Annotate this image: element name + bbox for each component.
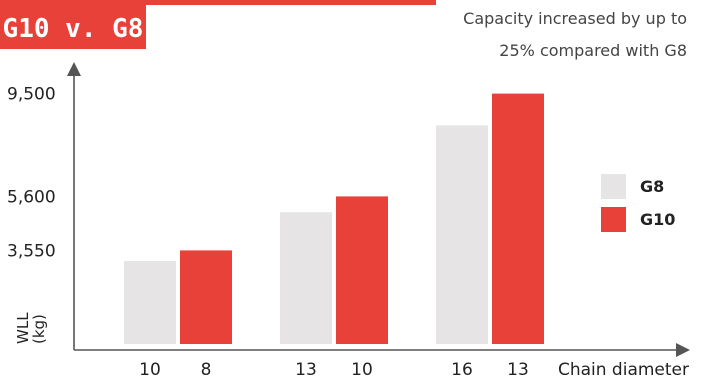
- legend-label-g8: G8: [640, 177, 664, 196]
- bar-g10-1: [336, 196, 388, 344]
- subtitle-line-1: Capacity increased by up to: [463, 9, 687, 28]
- bar-g10-2: [492, 93, 544, 344]
- header-accent-stripe: [0, 0, 436, 5]
- y-axis-label-wll: WLL: [14, 312, 32, 344]
- legend-label-g10: G10: [640, 210, 675, 229]
- bar-g10-0: [180, 250, 232, 344]
- y-axis-label-unit: (kg): [30, 314, 48, 344]
- y-tick-labels: 3,550 5,600 9,500: [7, 85, 56, 262]
- legend-swatch-g10: [601, 207, 626, 232]
- legend-swatch-g8: [601, 174, 626, 199]
- y-tick-label: 9,500: [7, 85, 56, 105]
- x-tick-label-g10: 10: [351, 360, 373, 380]
- y-tick-label: 3,550: [7, 241, 56, 261]
- bars: [124, 93, 544, 344]
- x-axis-arrow-icon: [676, 343, 690, 357]
- title-badge: [0, 5, 146, 49]
- bar-g8-1: [280, 212, 332, 344]
- x-tick-labels: 10 8 13 10 16 13: [139, 360, 529, 380]
- bar-g8-2: [436, 125, 488, 344]
- x-tick-label-g8: 13: [295, 360, 317, 380]
- x-tick-label-g10: 13: [507, 360, 529, 380]
- y-axis-arrow-icon: [67, 62, 81, 76]
- x-tick-label-g10: 8: [201, 360, 212, 380]
- bar-g8-0: [124, 261, 176, 344]
- x-tick-label-g8: 10: [139, 360, 161, 380]
- x-axis-label: Chain diameter: [558, 360, 689, 380]
- y-tick-label: 5,600: [7, 187, 56, 207]
- x-tick-label-g8: 16: [451, 360, 473, 380]
- chart-title: G10 v. G8: [3, 14, 144, 44]
- subtitle-line-2: 25% compared with G8: [499, 41, 687, 60]
